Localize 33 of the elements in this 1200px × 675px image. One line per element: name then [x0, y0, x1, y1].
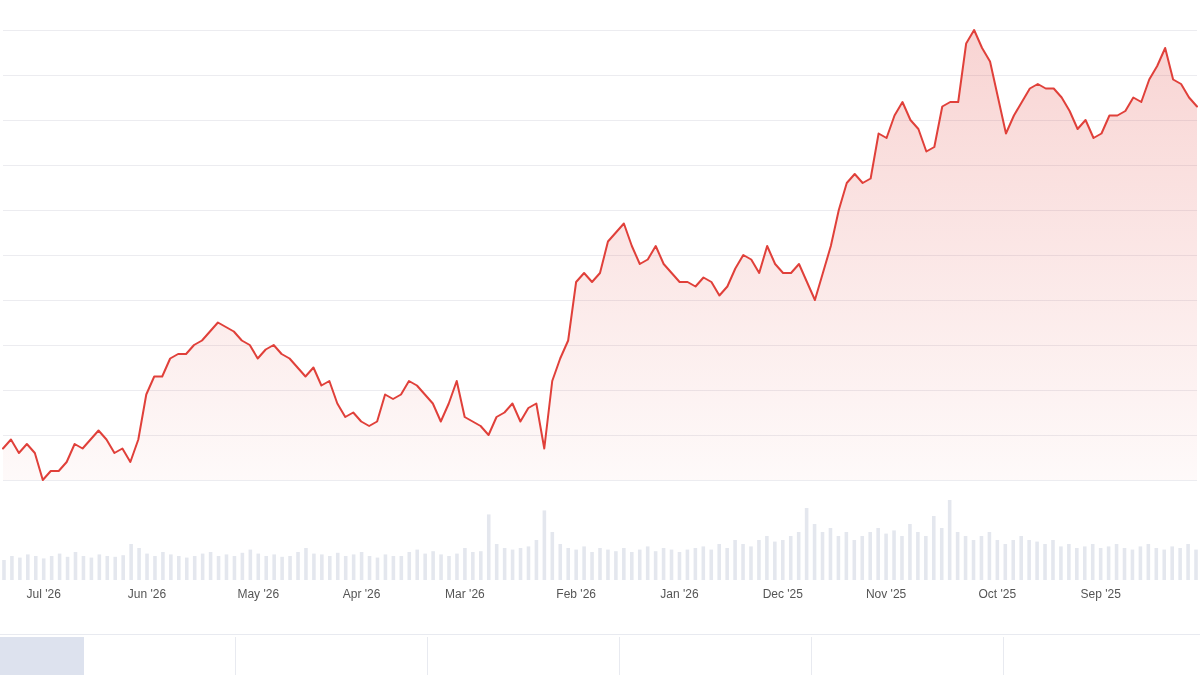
bar [931, 516, 936, 580]
x-tick-label: Sep '25 [1080, 587, 1122, 601]
x-tick-label: Feb '26 [556, 587, 597, 601]
bar [860, 536, 865, 580]
bar [105, 556, 110, 580]
bar [1162, 549, 1167, 580]
bar [113, 556, 118, 580]
bar [637, 549, 642, 580]
bar [415, 549, 420, 580]
bar [184, 557, 189, 580]
bar [264, 556, 269, 580]
bar [558, 544, 563, 580]
bar [335, 552, 340, 580]
x-tick-label: May '26 [237, 587, 280, 601]
x-tick-label: Apr '26 [342, 587, 381, 601]
bar [939, 528, 944, 580]
bar [1011, 540, 1016, 580]
bar [486, 514, 491, 580]
x-tick-label: Dec '25 [762, 587, 804, 601]
bar [788, 536, 793, 580]
x-tick-label: Jan '26 [660, 587, 699, 601]
bar [709, 549, 714, 580]
x-tick-label: Oct '25 [978, 587, 1017, 601]
bar [256, 553, 261, 580]
bar [33, 556, 38, 580]
x-tick-label: Jun '26 [127, 587, 167, 601]
x-tick-label: Jul '26 [26, 587, 62, 601]
bar [407, 552, 412, 580]
bar [780, 540, 785, 580]
x-tick-label: Mar '26 [445, 587, 486, 601]
x-tick-label: Nov '25 [865, 587, 907, 601]
bar [1082, 546, 1087, 580]
bar [1090, 544, 1095, 580]
